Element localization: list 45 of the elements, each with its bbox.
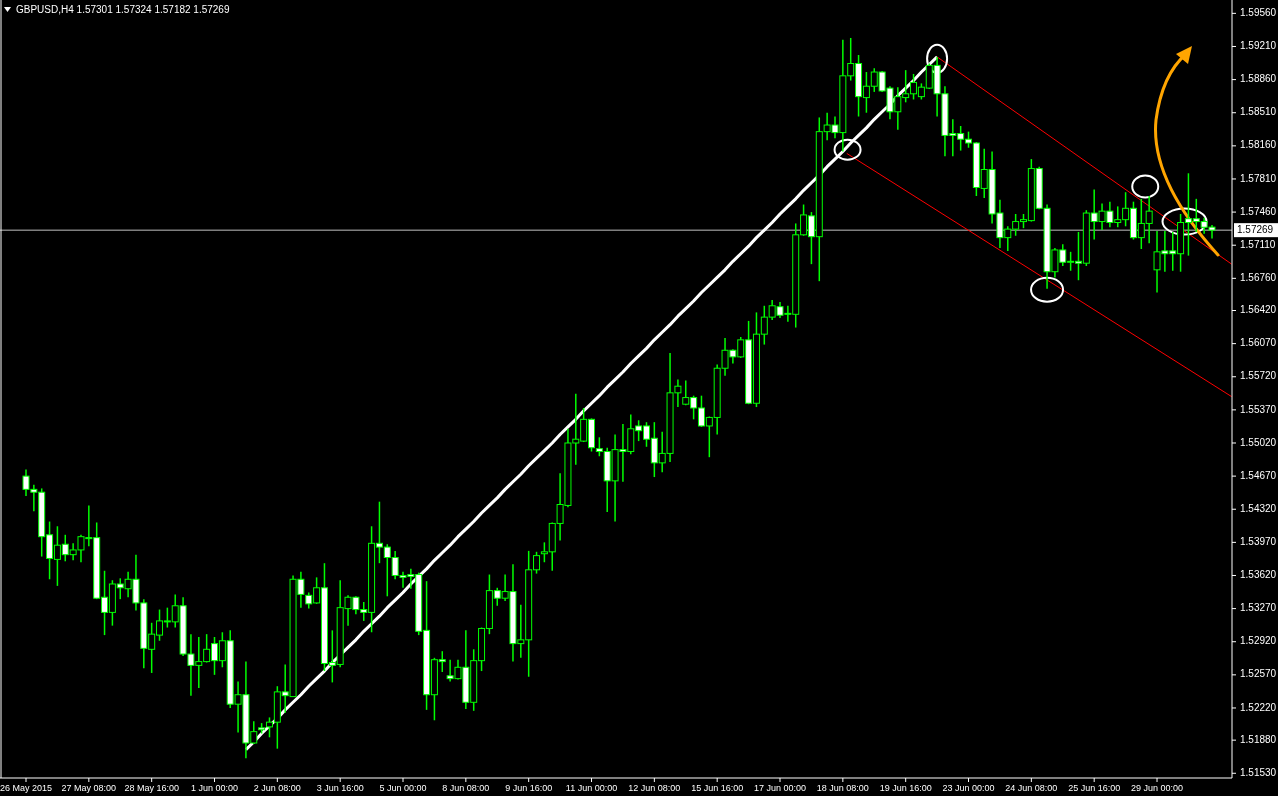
y-tick-label: 1.56420 — [1240, 304, 1277, 316]
y-tick-label: 1.58510 — [1240, 106, 1277, 118]
x-tick-label: 12 Jun 08:00 — [628, 783, 681, 793]
x-tick-label: 5 Jun 00:00 — [379, 783, 427, 793]
y-tick-label: 1.53620 — [1240, 569, 1277, 581]
x-tick-label: 9 Jun 16:00 — [505, 783, 553, 793]
x-tick-label: 19 Jun 16:00 — [879, 783, 932, 793]
x-tick-label: 3 Jun 16:00 — [316, 783, 364, 793]
y-tick-label: 1.55720 — [1240, 370, 1277, 382]
x-tick-label: 11 Jun 00:00 — [565, 783, 618, 793]
x-tick-label: 23 Jun 00:00 — [942, 783, 995, 793]
y-tick-label: 1.52570 — [1240, 668, 1277, 680]
y-tick-label: 1.57460 — [1240, 205, 1277, 217]
x-tick-label: 1 Jun 00:00 — [190, 783, 239, 793]
x-tick-label: 18 Jun 08:00 — [816, 783, 869, 793]
y-tick-label: 1.59210 — [1240, 40, 1277, 52]
x-tick-label: 17 Jun 00:00 — [753, 783, 807, 793]
x-tick-label: 27 May 08:00 — [61, 783, 117, 793]
y-tick-label: 1.52920 — [1240, 635, 1277, 647]
y-tick-label: 1.56760 — [1240, 271, 1277, 283]
y-tick-label: 1.59560 — [1240, 7, 1277, 18]
x-tick-label: 15 Jun 16:00 — [691, 783, 744, 793]
y-tick-label: 1.53270 — [1240, 602, 1277, 614]
chart-title: GBPUSD,H4 1.57301 1.57324 1.57182 1.57269 — [16, 4, 230, 15]
y-tick-label: 1.57110 — [1240, 238, 1276, 250]
x-tick-label: 29 Jun 00:00 — [1131, 783, 1184, 793]
x-tick-label: 24 Jun 08:00 — [1005, 783, 1058, 793]
x-tick-label: 2 Jun 08:00 — [253, 783, 301, 793]
y-tick-label: 1.56070 — [1240, 337, 1277, 349]
y-tick-label: 1.53970 — [1240, 536, 1277, 547]
x-tick-label: 26 May 2015 — [0, 783, 53, 793]
y-tick-label: 1.55020 — [1240, 436, 1277, 448]
x-tick-label: 25 Jun 16:00 — [1068, 783, 1121, 793]
y-tick-label: 1.57810 — [1240, 172, 1277, 184]
x-tick-label: 28 May 16:00 — [124, 783, 179, 793]
y-tick-label: 1.55370 — [1240, 403, 1277, 415]
ref-line-label: 1.57269 — [1237, 223, 1274, 235]
y-tick-label: 1.51880 — [1240, 733, 1277, 745]
y-tick-label: 1.54670 — [1240, 469, 1277, 481]
y-tick-label: 1.51530 — [1240, 766, 1277, 778]
y-tick-label: 1.58860 — [1240, 73, 1277, 85]
y-tick-label: 1.54320 — [1240, 502, 1277, 514]
y-tick-label: 1.52220 — [1240, 701, 1277, 713]
y-tick-label: 1.58160 — [1240, 139, 1277, 151]
x-tick-label: 8 Jun 08:00 — [442, 783, 490, 793]
